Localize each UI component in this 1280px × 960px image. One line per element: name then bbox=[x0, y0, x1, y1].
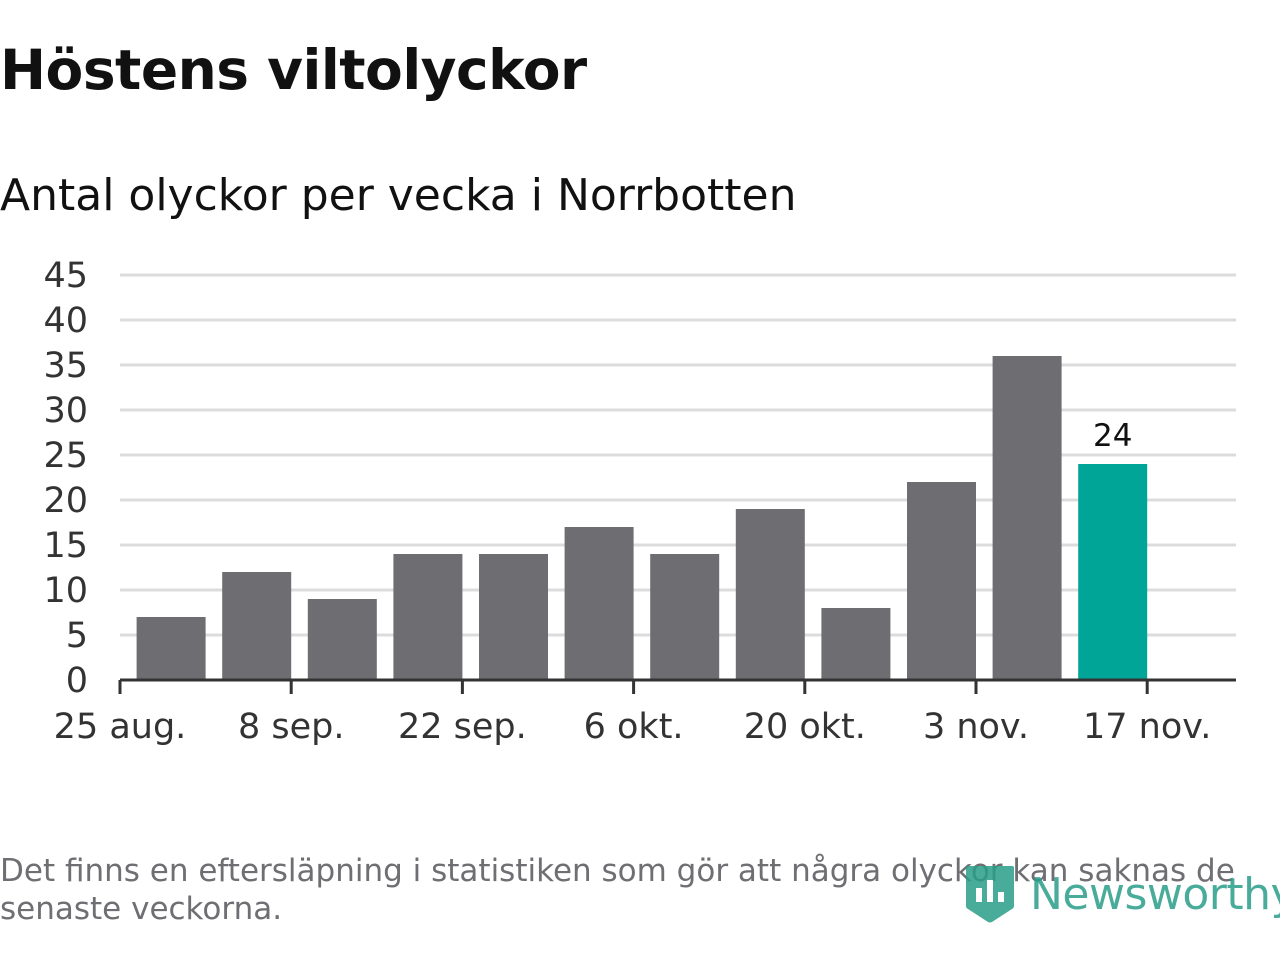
y-tick-label: 40 bbox=[43, 301, 88, 341]
x-tick-label: 8 sep. bbox=[238, 707, 345, 747]
y-tick-label: 5 bbox=[66, 616, 88, 656]
bar bbox=[222, 572, 292, 680]
y-tick-label: 25 bbox=[43, 436, 88, 476]
y-tick-label: 15 bbox=[43, 526, 88, 566]
bar bbox=[479, 554, 548, 680]
bar bbox=[307, 599, 377, 680]
bar bbox=[821, 608, 891, 680]
x-tick-label: 25 aug. bbox=[54, 707, 187, 747]
y-tick-label: 35 bbox=[43, 346, 88, 386]
bar bbox=[136, 617, 206, 680]
bar bbox=[650, 554, 720, 680]
footnote: Det finns en eftersläpning i statistiken… bbox=[0, 853, 1235, 927]
y-tick-label: 45 bbox=[43, 256, 88, 296]
y-tick-label: 30 bbox=[43, 391, 88, 431]
y-tick-label: 0 bbox=[66, 661, 88, 701]
chart-subtitle: Antal olyckor per vecka i Norrbotten bbox=[0, 170, 797, 221]
x-tick-label: 17 nov. bbox=[1083, 707, 1211, 747]
bar bbox=[564, 527, 634, 680]
y-tick-label: 10 bbox=[43, 571, 88, 611]
logo-text: Newsworthy bbox=[1030, 868, 1280, 920]
newsworthy-logo: Newsworthy bbox=[964, 860, 1280, 928]
x-tick-label: 22 sep. bbox=[398, 707, 527, 747]
bar bbox=[992, 356, 1062, 680]
bar bbox=[907, 482, 976, 680]
bar bbox=[735, 509, 805, 680]
x-tick-label: 20 okt. bbox=[744, 707, 866, 747]
x-tick-label: 3 nov. bbox=[923, 707, 1029, 747]
chart-title: Höstens viltolyckor bbox=[0, 38, 587, 102]
bar bbox=[1078, 464, 1148, 680]
bar-chart-icon bbox=[966, 866, 1014, 923]
bar bbox=[393, 554, 463, 680]
data-label: 24 bbox=[1093, 418, 1132, 454]
x-tick-label: 6 okt. bbox=[584, 707, 684, 747]
y-tick-label: 20 bbox=[43, 481, 88, 521]
